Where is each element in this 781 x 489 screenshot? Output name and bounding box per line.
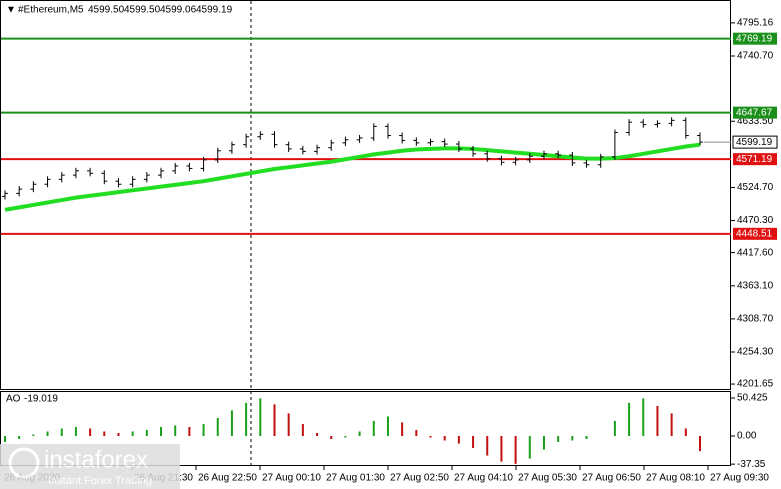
quote-high: 4599.50	[124, 5, 161, 16]
level-tag	[733, 153, 777, 166]
ohlc-bar	[158, 167, 165, 179]
ohlc-bar	[441, 138, 448, 148]
level-label: 4769.19	[736, 33, 773, 44]
ohlc-bar	[682, 117, 689, 139]
y-tick-label: 4308.70	[737, 314, 774, 325]
ohlc-bar	[30, 181, 37, 193]
ohlc-bar	[72, 167, 79, 179]
ohlc-bar	[370, 123, 377, 142]
ohlc-bar	[540, 150, 547, 160]
ohlc-bar	[200, 156, 207, 172]
ohlc-bar	[384, 123, 391, 139]
ohlc-bar	[58, 172, 65, 183]
watermark-tagline: Instant Forex Trading	[48, 475, 152, 487]
ohlc-bar	[484, 150, 491, 162]
level-tag	[733, 32, 777, 45]
ohlc-bar	[611, 129, 618, 160]
watermark-brand: instaforex	[44, 446, 148, 473]
ohlc-bar	[512, 156, 519, 166]
quote-open: 4599.50	[88, 5, 125, 16]
y-tick-label: 4201.65	[737, 379, 774, 390]
header-arrow: ▼	[6, 5, 16, 16]
x-tick-label: 27 Aug 08:10	[646, 473, 705, 484]
moving-average	[4, 142, 701, 212]
ohlc-bar	[697, 132, 703, 146]
ohlc-bar	[314, 144, 321, 155]
ohlc-bar	[427, 138, 434, 146]
ao-tick-label: -37.35	[737, 459, 766, 470]
ao-last: -19.019	[24, 394, 58, 405]
y-tick-label: 4524.70	[737, 182, 774, 193]
y-tick-label: 4254.30	[737, 347, 774, 358]
ohlc-bar	[583, 159, 590, 168]
x-tick-label: 27 Aug 00:10	[262, 473, 321, 484]
y-tick-label: 4363.10	[737, 280, 774, 291]
x-tick-label: 27 Aug 02:50	[390, 473, 449, 484]
ohlc-bar	[413, 137, 420, 146]
x-tick-label: 27 Aug 09:30	[710, 473, 769, 484]
ohlc-bar	[640, 119, 647, 128]
ohlc-bar	[16, 186, 23, 197]
ohlc-bar	[115, 178, 122, 188]
ohlc-bar	[555, 150, 562, 159]
y-tick-label: 4633.50	[737, 116, 774, 127]
ohlc-bar	[214, 147, 221, 163]
ohlc-bar	[143, 172, 150, 183]
ohlc-bar	[228, 141, 235, 154]
ohlc-bar	[399, 132, 406, 144]
x-tick-label: 27 Aug 05:30	[518, 473, 577, 484]
ohlc-bar	[328, 139, 335, 151]
level-label: 4571.19	[736, 154, 773, 165]
y-tick-label: 4417.60	[737, 247, 774, 258]
ohlc-bar	[668, 117, 675, 127]
price-panel	[0, 0, 731, 390]
ohlc-bar	[172, 162, 179, 174]
quote-close: 4599.19	[196, 5, 233, 16]
ohlc-bar	[569, 151, 576, 166]
level-label: 4448.51	[736, 228, 773, 239]
ohlc-bar	[597, 153, 604, 168]
ohlc-bar	[342, 136, 349, 146]
symbol: #Ethereum,M5	[18, 5, 84, 16]
y-tick-label: 4470.30	[737, 215, 774, 226]
ohlc-bar	[470, 145, 477, 157]
ohlc-bar	[186, 162, 193, 172]
x-tick-label: 26 Aug 22:50	[198, 473, 257, 484]
ohlc-bar	[455, 141, 462, 152]
watermark: instaforex Instant Forex Trading	[0, 444, 180, 489]
ao-tick-label: 50.425	[737, 393, 768, 404]
ao-tick-label: 0.00	[737, 431, 757, 442]
ao-panel	[0, 391, 731, 466]
ohlc-bar	[498, 155, 505, 166]
ohlc-bar	[2, 190, 8, 200]
ohlc-bar	[44, 176, 51, 188]
ohlc-bar	[526, 153, 533, 163]
y-tick-label: 4795.16	[737, 18, 774, 29]
current-price-tag	[732, 135, 778, 149]
ohlc-bar	[299, 145, 306, 155]
level-tag	[733, 227, 777, 240]
current-price-label: 4599.19	[736, 137, 773, 148]
ohlc-bar	[243, 133, 250, 148]
ohlc-bar	[271, 131, 278, 148]
ohlc-bar	[257, 131, 264, 140]
ohlc-bar	[654, 120, 661, 128]
quote-low: 4599.06	[160, 5, 197, 16]
ao-name: AO	[6, 394, 21, 405]
ohlc-bar	[101, 170, 108, 185]
x-tick-label: 27 Aug 01:30	[326, 473, 385, 484]
ohlc-bar	[626, 119, 633, 136]
ohlc-bar	[87, 167, 94, 177]
x-tick-label: 27 Aug 04:10	[454, 473, 513, 484]
y-tick-label: 4740.70	[737, 51, 774, 62]
x-tick-label: 27 Aug 06:50	[582, 473, 641, 484]
watermark-logo	[8, 447, 40, 479]
level-label: 4647.67	[736, 107, 773, 118]
level-tag	[733, 106, 777, 119]
ohlc-bar	[356, 134, 363, 143]
ohlc-bar	[129, 176, 136, 188]
ohlc-bar	[285, 141, 292, 152]
